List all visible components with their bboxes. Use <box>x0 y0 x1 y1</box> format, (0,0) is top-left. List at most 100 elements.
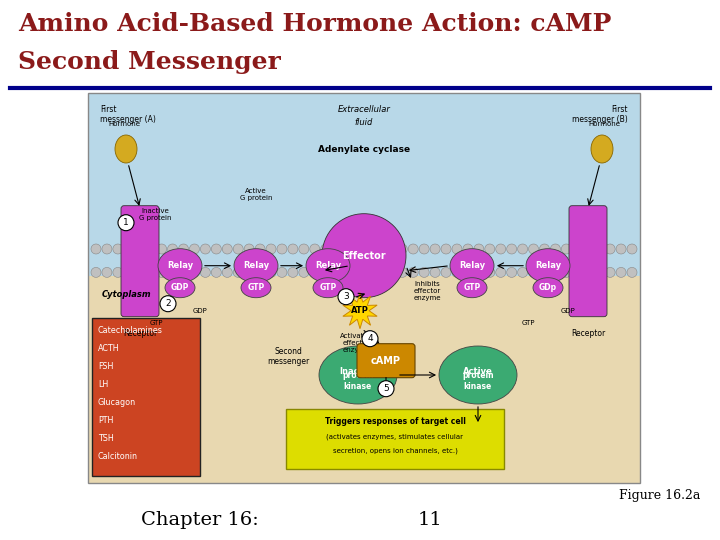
Circle shape <box>375 267 385 278</box>
Text: GDP: GDP <box>561 308 575 314</box>
Circle shape <box>233 267 243 278</box>
Circle shape <box>145 244 156 254</box>
Text: Cytoplasm: Cytoplasm <box>102 291 152 299</box>
Text: PTH: PTH <box>98 416 113 425</box>
Text: 5: 5 <box>383 384 389 393</box>
Circle shape <box>354 244 364 254</box>
Circle shape <box>200 244 210 254</box>
Text: (activates enzymes, stimulates cellular: (activates enzymes, stimulates cellular <box>326 433 464 440</box>
Text: Active: Active <box>463 367 493 375</box>
Circle shape <box>518 267 528 278</box>
Circle shape <box>408 244 418 254</box>
Text: ATP: ATP <box>351 306 369 315</box>
Text: GDP: GDP <box>193 308 207 314</box>
FancyBboxPatch shape <box>569 206 607 316</box>
Text: Triggers responses of target cell: Triggers responses of target cell <box>325 417 465 426</box>
Circle shape <box>627 267 637 278</box>
Circle shape <box>179 267 189 278</box>
Circle shape <box>168 267 178 278</box>
Circle shape <box>474 244 484 254</box>
Text: Inhibits
effector
enzyme: Inhibits effector enzyme <box>414 281 441 301</box>
Circle shape <box>485 267 495 278</box>
Circle shape <box>266 267 276 278</box>
Circle shape <box>222 267 233 278</box>
Text: 4: 4 <box>367 334 373 343</box>
Circle shape <box>387 267 396 278</box>
Circle shape <box>528 267 539 278</box>
Text: Glucagon: Glucagon <box>98 398 136 407</box>
Ellipse shape <box>115 135 137 163</box>
Circle shape <box>179 244 189 254</box>
Circle shape <box>419 244 429 254</box>
Text: Relay: Relay <box>459 261 485 270</box>
Circle shape <box>91 244 101 254</box>
Text: Amino Acid-Based Hormone Action: cAMP: Amino Acid-Based Hormone Action: cAMP <box>18 12 611 36</box>
Circle shape <box>507 244 517 254</box>
Text: Active
G protein: Active G protein <box>240 188 272 201</box>
Circle shape <box>605 267 615 278</box>
Circle shape <box>277 267 287 278</box>
Circle shape <box>255 267 265 278</box>
Circle shape <box>332 244 342 254</box>
Text: Figure 16.2a: Figure 16.2a <box>618 489 700 503</box>
Text: GTP: GTP <box>248 283 265 292</box>
Circle shape <box>627 244 637 254</box>
Circle shape <box>441 267 451 278</box>
Circle shape <box>332 267 342 278</box>
Circle shape <box>266 244 276 254</box>
Ellipse shape <box>457 278 487 298</box>
Text: Hormone: Hormone <box>108 121 140 127</box>
Circle shape <box>222 244 233 254</box>
Text: Adenylate cyclase: Adenylate cyclase <box>318 145 410 154</box>
Circle shape <box>322 214 406 298</box>
Circle shape <box>299 244 309 254</box>
Circle shape <box>113 267 123 278</box>
Text: GTP: GTP <box>149 320 163 326</box>
Circle shape <box>550 267 560 278</box>
Circle shape <box>102 267 112 278</box>
Text: Inactive: Inactive <box>339 367 377 375</box>
Text: ACTH: ACTH <box>98 344 120 353</box>
Circle shape <box>485 244 495 254</box>
Text: Second
messenger: Second messenger <box>267 347 309 367</box>
Polygon shape <box>343 293 377 329</box>
Text: Hormone: Hormone <box>588 121 620 127</box>
Circle shape <box>496 244 505 254</box>
Ellipse shape <box>241 278 271 298</box>
Text: GTP: GTP <box>464 283 481 292</box>
Text: Second Messenger: Second Messenger <box>18 50 281 74</box>
Circle shape <box>310 267 320 278</box>
Circle shape <box>160 296 176 312</box>
Text: Calcitonin: Calcitonin <box>98 452 138 461</box>
Text: GTP: GTP <box>521 320 535 326</box>
Text: Relay: Relay <box>243 261 269 270</box>
Circle shape <box>419 267 429 278</box>
Circle shape <box>244 267 254 278</box>
Text: Receptor: Receptor <box>123 329 157 338</box>
Circle shape <box>572 244 582 254</box>
Text: First
messenger (A): First messenger (A) <box>100 105 156 124</box>
Circle shape <box>299 267 309 278</box>
Circle shape <box>441 244 451 254</box>
Ellipse shape <box>526 249 570 283</box>
Circle shape <box>364 267 374 278</box>
Circle shape <box>135 244 145 254</box>
Ellipse shape <box>165 278 195 298</box>
Text: 1: 1 <box>123 218 129 227</box>
Circle shape <box>364 244 374 254</box>
Text: Inactive
G protein: Inactive G protein <box>139 208 171 221</box>
Circle shape <box>583 244 593 254</box>
Circle shape <box>616 244 626 254</box>
Circle shape <box>338 289 354 305</box>
Circle shape <box>463 244 473 254</box>
Circle shape <box>277 244 287 254</box>
Text: 2: 2 <box>165 299 171 308</box>
Ellipse shape <box>313 278 343 298</box>
Text: protein
kinase: protein kinase <box>462 372 494 391</box>
Circle shape <box>539 267 549 278</box>
Circle shape <box>189 244 199 254</box>
Ellipse shape <box>234 249 278 283</box>
Bar <box>92 318 200 476</box>
Circle shape <box>102 244 112 254</box>
Ellipse shape <box>533 278 563 298</box>
